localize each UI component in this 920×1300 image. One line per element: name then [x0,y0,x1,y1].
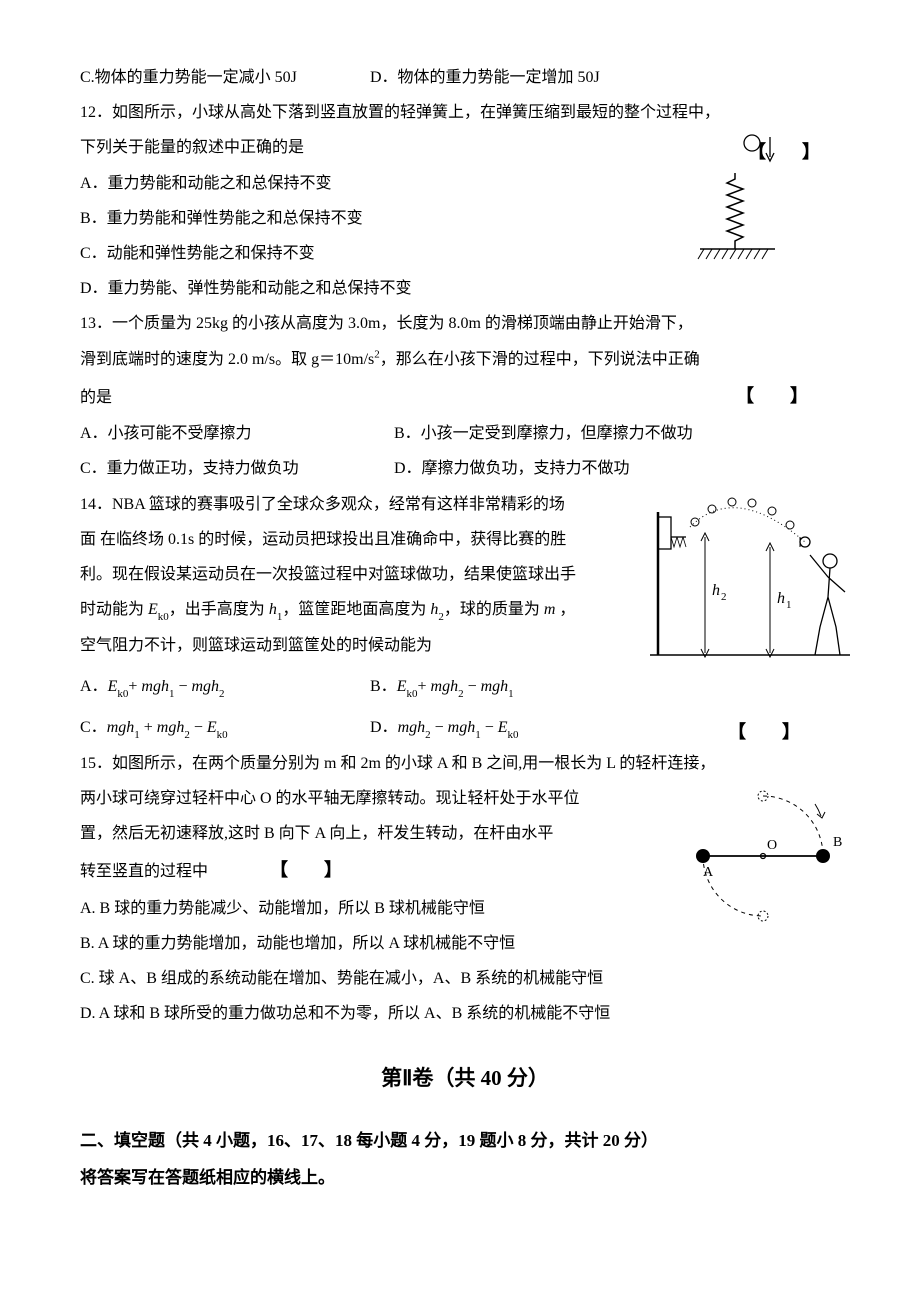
q13-opt-d: D．摩擦力做负功，支持力不做功 [394,460,630,477]
q15-stem4-line: 转至竖直的过程中 【 】 [80,851,655,891]
q14-s4b: ，出手高度为 [169,601,269,618]
q13-stem3-line: 的是 【 】 [80,377,850,417]
q15-opt-b: B. A 球的重力势能增加，动能也增加，所以 A 球机械能不守恒 [80,926,850,961]
q11-options: C.物体的重力势能一定减小 50J D．物体的重力势能一定增加 50J [80,60,850,95]
svg-text:h: h [712,582,720,599]
q15-stem4: 转至竖直的过程中 [80,863,208,880]
q14-stem5: 空气阻力不计，则篮球运动到篮筐处的时候动能为 [80,628,660,663]
q14-s4e: ， [555,601,575,618]
q14-stem2: 面 在临终场 0.1s 的时候，运动员把球投出且准确命中，获得比赛的胜 [80,522,660,557]
rod-balls-diagram: O A B [675,786,850,926]
q14-s4c: ，篮筐距地面高度为 [282,601,430,618]
q13-stem1: 13．一个质量为 25kg 的小孩从高度为 3.0m，长度为 8.0m 的滑梯顶… [80,306,850,341]
question-14: 14．NBA 篮球的赛事吸引了全球众多观众，经常有这样非常精彩的场 面 在临终场… [80,487,850,746]
q15-opt-d: D. A 球和 B 球所受的重力做功总和不为零，所以 A、B 系统的机械能不守恒 [80,996,850,1031]
q13-stem2a: 滑到底端时的速度为 2.0 m/s。取 g＝10m/s [80,351,374,368]
q14-s4a: 时动能为 [80,601,148,618]
ob: B． [370,678,397,695]
question-15: 15．如图所示，在两个质量分别为 m 和 2m 的小球 A 和 B 之间,用一根… [80,746,850,1032]
q14-stem1: 14．NBA 篮球的赛事吸引了全球众多观众，经常有这样非常精彩的场 [80,487,660,522]
q14-opt-a: A．Ek0+ mgh1 − mgh2 [80,669,370,704]
svg-text:B: B [833,835,842,850]
svg-text:O: O [767,838,777,853]
q13-opt-c: C．重力做正功，支持力做负功 [80,451,390,486]
m: m [544,601,556,618]
spring-diagram [680,131,790,276]
od: D． [370,719,398,736]
question-13: 13．一个质量为 25kg 的小孩从高度为 3.0m，长度为 8.0m 的滑梯顶… [80,306,850,486]
oc: C． [80,719,107,736]
q12-opt-d: D．重力势能、弹性势能和动能之和总保持不变 [80,271,850,306]
q13-stem3: 的是 [80,389,112,406]
svg-text:1: 1 [786,599,792,611]
q15-brackets: 【 】 [270,851,342,891]
q15-opt-c: C. 球 A、B 组成的系统动能在增加、势能在减小，A、B 系统的机械能守恒 [80,961,850,996]
fill-instruction-2: 将答案写在答题纸相应的横线上。 [80,1159,850,1196]
section-2-header: 第Ⅱ卷（共 40 分） [80,1055,850,1101]
q14-stem4: 时动能为 Ek0，出手高度为 h1，篮筐距地面高度为 h2，球的质量为 m ， [80,592,660,627]
q11-opt-d: D．物体的重力势能一定增加 50J [370,60,600,95]
q11-opt-c: C.物体的重力势能一定减小 50J [80,60,370,95]
q13-brackets: 【 】 [736,386,808,406]
q15-stem2: 两小球可绕穿过轻杆中心 O 的水平轴无摩擦转动。现让轻杆处于水平位 [80,781,655,816]
q13-opt-a: A．小孩可能不受摩擦力 [80,416,390,451]
svg-text:h: h [777,590,785,607]
q12-stem1: 12．如图所示，小球从高处下落到竖直放置的轻弹簧上，在弹簧压缩到最短的整个过程中… [80,95,850,130]
svg-text:A: A [703,865,714,880]
q13-stem2: 滑到底端时的速度为 2.0 m/s。取 g＝10m/s2，那么在小孩下滑的过程中… [80,342,850,377]
q13-stem2b: ，那么在小孩下滑的过程中，下列说法中正确 [380,351,700,368]
q15-stem1: 15．如图所示，在两个质量分别为 m 和 2m 的小球 A 和 B 之间,用一根… [80,746,850,781]
fill-instruction-1: 二、填空题（共 4 小题，16、17、18 每小题 4 分，19 题小 8 分，… [80,1122,850,1159]
basketball-diagram: h 2 h 1 [650,487,850,662]
ek0s: k0 [158,611,169,623]
h1: h [269,601,277,618]
q14-opt-b: B．Ek0+ mgh2 − mgh1 [370,669,514,704]
h1s: 1 [277,611,283,623]
h2s: 2 [438,611,444,623]
svg-text:2: 2 [721,591,727,603]
question-12: 12．如图所示，小球从高处下落到竖直放置的轻弹簧上，在弹簧压缩到最短的整个过程中… [80,95,850,306]
q14-opt-d: D．mgh2 − mgh1 − Ek0 [370,710,519,745]
q15-stem3: 置，然后无初速释放,这时 B 向下 A 向上，杆发生转动，在杆由水平 [80,816,655,851]
ek0: E [148,601,158,618]
q14-stem3: 利。现在假设某运动员在一次投篮过程中对篮球做功，结果使篮球出手 [80,557,660,592]
q14-s4d: ，球的质量为 [444,601,544,618]
q13-opt-b: B．小孩一定受到摩擦力，但摩擦力不做功 [394,425,693,442]
q14-opt-c: C．mgh1 + mgh2 − Ek0 [80,710,370,745]
oa: A． [80,678,108,695]
